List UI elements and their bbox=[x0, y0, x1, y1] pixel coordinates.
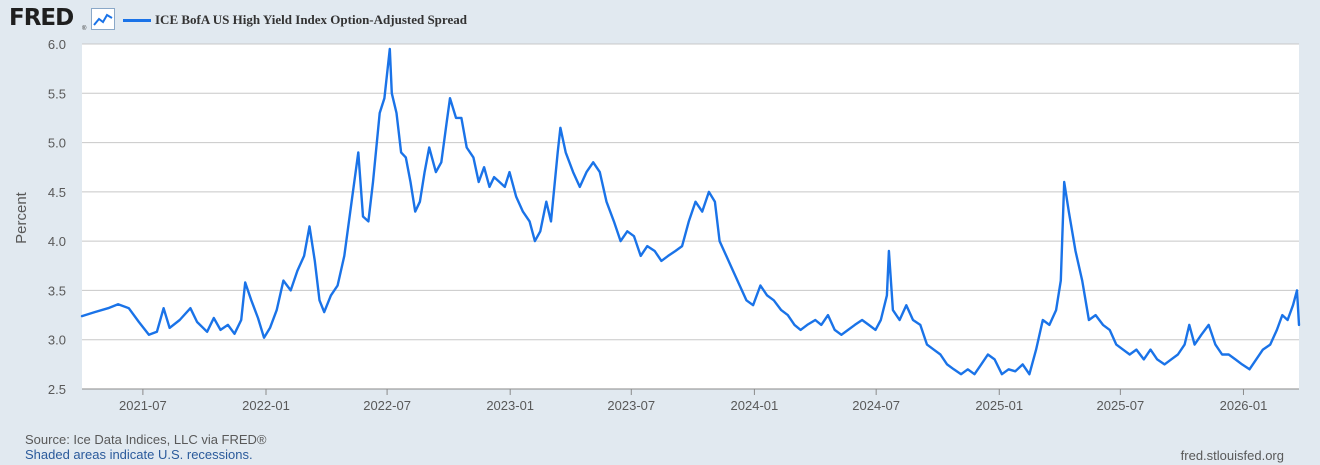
y-tick-label: 4.5 bbox=[48, 185, 66, 200]
fred-logo[interactable]: FRED bbox=[9, 5, 74, 31]
series-line bbox=[80, 47, 1301, 376]
x-tick-label: 2024-01 bbox=[731, 398, 779, 413]
chart-header: FRED ® ICE BofA US High Yield Index Opti… bbox=[0, 0, 1320, 40]
series-group bbox=[80, 47, 1301, 376]
y-tick-label: 4.0 bbox=[48, 234, 66, 249]
source-note: Source: Ice Data Indices, LLC via FRED® bbox=[25, 432, 267, 447]
line-chart-icon bbox=[91, 8, 115, 35]
site-url[interactable]: fred.stlouisfed.org bbox=[1180, 448, 1284, 463]
x-tick-label: 2025-01 bbox=[975, 398, 1023, 413]
x-tick-label: 2022-07 bbox=[363, 398, 411, 413]
y-tick-label: 5.5 bbox=[48, 86, 66, 101]
x-tick-label: 2026-01 bbox=[1220, 398, 1268, 413]
line-chart[interactable]: 2.53.03.54.04.55.05.56.0 2021-07 2022-01 2… bbox=[0, 30, 1320, 430]
legend-swatch bbox=[123, 19, 151, 22]
y-tick-label: 3.0 bbox=[48, 333, 66, 348]
x-tick-label: 2021-07 bbox=[119, 398, 167, 413]
y-tick-label: 6.0 bbox=[48, 37, 66, 52]
y-axis-label: Percent bbox=[13, 191, 30, 244]
registered-mark: ® bbox=[82, 26, 87, 32]
y-tick-label: 2.5 bbox=[48, 382, 66, 397]
x-tick-label: 2025-07 bbox=[1097, 398, 1145, 413]
x-tick-label: 2024-07 bbox=[852, 398, 900, 413]
y-tick-label: 5.0 bbox=[48, 136, 66, 151]
x-tick-label: 2023-07 bbox=[607, 398, 655, 413]
y-axis: 2.5 3.0 3.5 4.0 4.5 5.0 5.5 6.0 bbox=[48, 37, 66, 397]
x-axis: 2021-07 2022-01 2022-07 2023-01 2023-07 2024-… bbox=[82, 388, 1299, 413]
legend-label: ICE BofA US High Yield Index Option-Adju… bbox=[155, 12, 467, 27]
x-tick-label: 2023-01 bbox=[486, 398, 534, 413]
y-tick-label: 3.5 bbox=[48, 283, 66, 298]
recession-note-link[interactable]: Shaded areas indicate U.S. recessions. bbox=[25, 447, 253, 462]
x-tick-label: 2022-01 bbox=[242, 398, 290, 413]
